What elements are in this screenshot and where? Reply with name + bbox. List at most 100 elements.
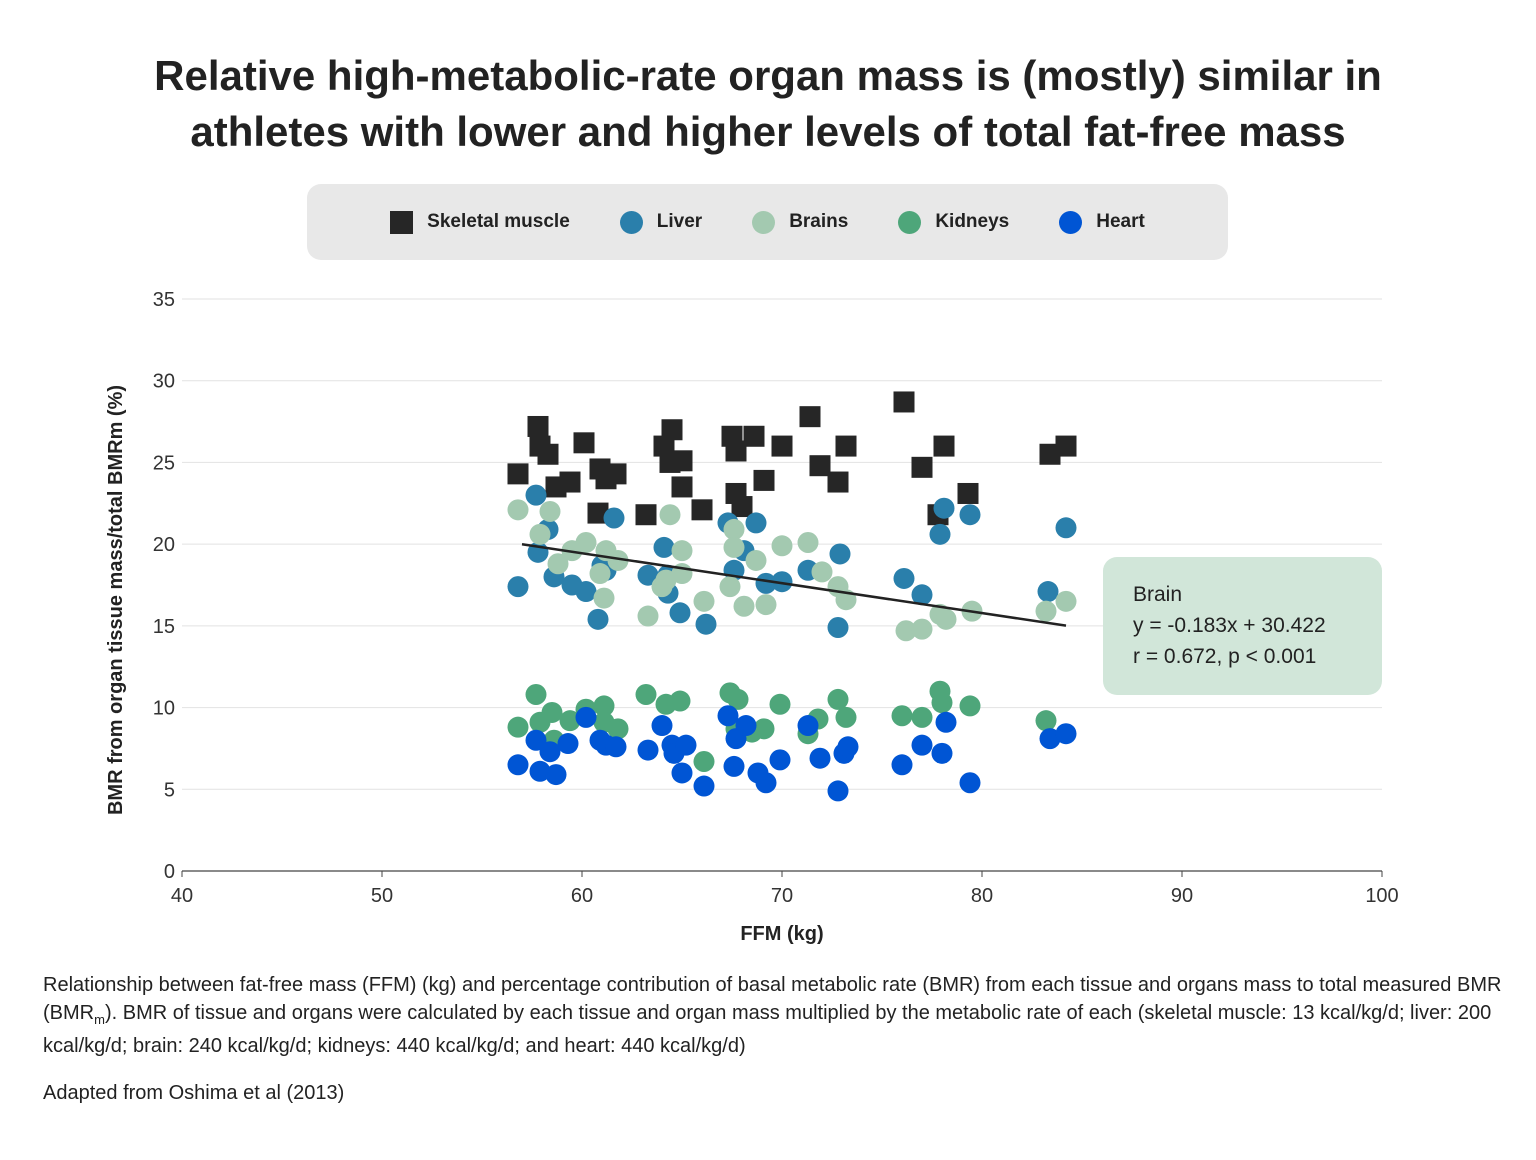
data-point-heart <box>1039 728 1061 750</box>
data-point-skeletal-muscle <box>933 435 955 457</box>
data-point-skeletal-muscle <box>537 443 559 465</box>
data-point-liver <box>637 564 659 586</box>
data-point-skeletal-muscle <box>587 502 609 524</box>
data-point-skeletal-muscle <box>671 450 693 472</box>
data-point-kidneys <box>911 706 933 728</box>
data-point-skeletal-muscle <box>835 435 857 457</box>
data-point-brains <box>529 523 551 545</box>
data-point-brains <box>723 518 745 540</box>
data-point-skeletal-muscle <box>691 499 713 521</box>
data-point-liver <box>603 507 625 529</box>
data-point-skeletal-muscle <box>957 482 979 504</box>
data-point-liver <box>695 613 717 635</box>
data-point-kidneys <box>635 683 657 705</box>
data-point-brains <box>745 549 767 571</box>
data-point-brains <box>797 532 819 554</box>
data-point-brains <box>693 590 715 612</box>
circle-marker-icon <box>1059 210 1083 234</box>
data-point-kidneys <box>559 710 581 732</box>
data-point-skeletal-muscle <box>605 463 627 485</box>
data-point-brains <box>507 499 529 521</box>
data-point-brains <box>811 561 833 583</box>
source-note: Adapted from Oshima et al (2013) <box>43 1082 345 1104</box>
data-point-kidneys <box>827 688 849 710</box>
data-point-skeletal-muscle <box>893 391 915 413</box>
data-point-heart <box>911 734 933 756</box>
y-tick-label: 10 <box>153 698 175 720</box>
annotation-stats: r = 0.672, p < 0.001 <box>1133 645 1317 668</box>
data-point-heart <box>529 760 551 782</box>
data-point-brains <box>593 587 615 609</box>
y-tick-label: 5 <box>164 779 175 801</box>
legend-item-liver: Liver <box>619 210 702 234</box>
data-point-heart <box>637 739 659 761</box>
square-marker-icon <box>390 210 414 234</box>
data-point-heart <box>931 742 953 764</box>
data-point-kidneys <box>507 716 529 738</box>
data-point-skeletal-muscle <box>661 419 683 441</box>
y-tick-label: 25 <box>153 452 175 474</box>
data-point-skeletal-muscle <box>771 435 793 457</box>
caption-part-2: ). BMR of tissue and organs were calcula… <box>43 1001 1492 1058</box>
y-axis-label: BMR from organ tissue mass/total BMRm (%… <box>105 385 127 815</box>
data-point-heart <box>675 734 697 756</box>
data-point-skeletal-muscle <box>635 504 657 526</box>
data-point-liver <box>755 572 777 594</box>
data-point-kidneys <box>753 718 775 740</box>
regression-annotation: Brain y = -0.183x + 30.422 r = 0.672, p … <box>1103 557 1382 695</box>
data-point-liver <box>929 523 951 545</box>
annotation-equation: y = -0.183x + 30.422 <box>1133 614 1326 637</box>
caption-subscript: m <box>94 1011 105 1027</box>
data-point-skeletal-muscle <box>911 456 933 478</box>
data-point-brains <box>895 620 917 642</box>
data-point-skeletal-muscle <box>827 471 849 493</box>
data-point-kidneys <box>769 693 791 715</box>
legend-label: Brains <box>789 211 849 232</box>
x-tick-label: 50 <box>371 885 393 907</box>
data-point-kidneys <box>693 751 715 773</box>
data-point-heart <box>797 715 819 737</box>
data-point-heart <box>575 706 597 728</box>
data-point-liver <box>587 608 609 630</box>
data-point-skeletal-muscle <box>671 476 693 498</box>
data-point-kidneys <box>727 688 749 710</box>
data-point-skeletal-muscle <box>573 432 595 454</box>
y-tick-label: 20 <box>153 534 175 556</box>
data-point-liver <box>669 602 691 624</box>
data-point-kidneys <box>891 705 913 727</box>
figure-caption: Relationship between fat-free mass (FFM)… <box>43 972 1503 1061</box>
data-point-skeletal-muscle <box>809 455 831 477</box>
legend-item-brains: Brains <box>752 210 849 234</box>
y-tick-label: 35 <box>153 289 175 311</box>
data-point-brains <box>575 532 597 554</box>
data-point-kidneys <box>931 692 953 714</box>
data-point-brains <box>607 549 629 571</box>
annotation-title: Brain <box>1133 583 1183 606</box>
data-point-heart <box>959 772 981 794</box>
y-tick-label: 15 <box>153 616 175 638</box>
data-point-kidneys <box>607 718 629 740</box>
data-point-skeletal-muscle <box>527 415 549 437</box>
data-point-heart <box>671 762 693 784</box>
legend-item-skeletal-muscle: Skeletal muscle <box>390 210 570 234</box>
data-point-liver <box>959 504 981 526</box>
circle-marker-icon <box>898 210 922 234</box>
data-point-skeletal-muscle <box>1055 435 1077 457</box>
data-point-liver <box>827 616 849 638</box>
x-tick-label: 40 <box>171 885 193 907</box>
data-point-heart <box>755 772 777 794</box>
data-point-heart <box>809 747 831 769</box>
data-point-skeletal-muscle <box>1039 443 1061 465</box>
caption-part-1: Relationship between fat-free mass (FFM)… <box>43 974 1502 1024</box>
data-point-heart <box>935 711 957 733</box>
data-point-heart <box>827 780 849 802</box>
data-point-brains <box>719 576 741 598</box>
legend-item-heart: Heart <box>1059 210 1145 234</box>
data-point-heart <box>1055 723 1077 745</box>
data-point-heart <box>605 736 627 758</box>
title-line-1: Relative high-metabolic-rate organ mass … <box>154 52 1382 99</box>
data-point-kidneys <box>541 701 563 723</box>
data-point-liver <box>1037 581 1059 603</box>
data-point-kidneys <box>669 690 691 712</box>
x-tick-label: 90 <box>1171 885 1193 907</box>
